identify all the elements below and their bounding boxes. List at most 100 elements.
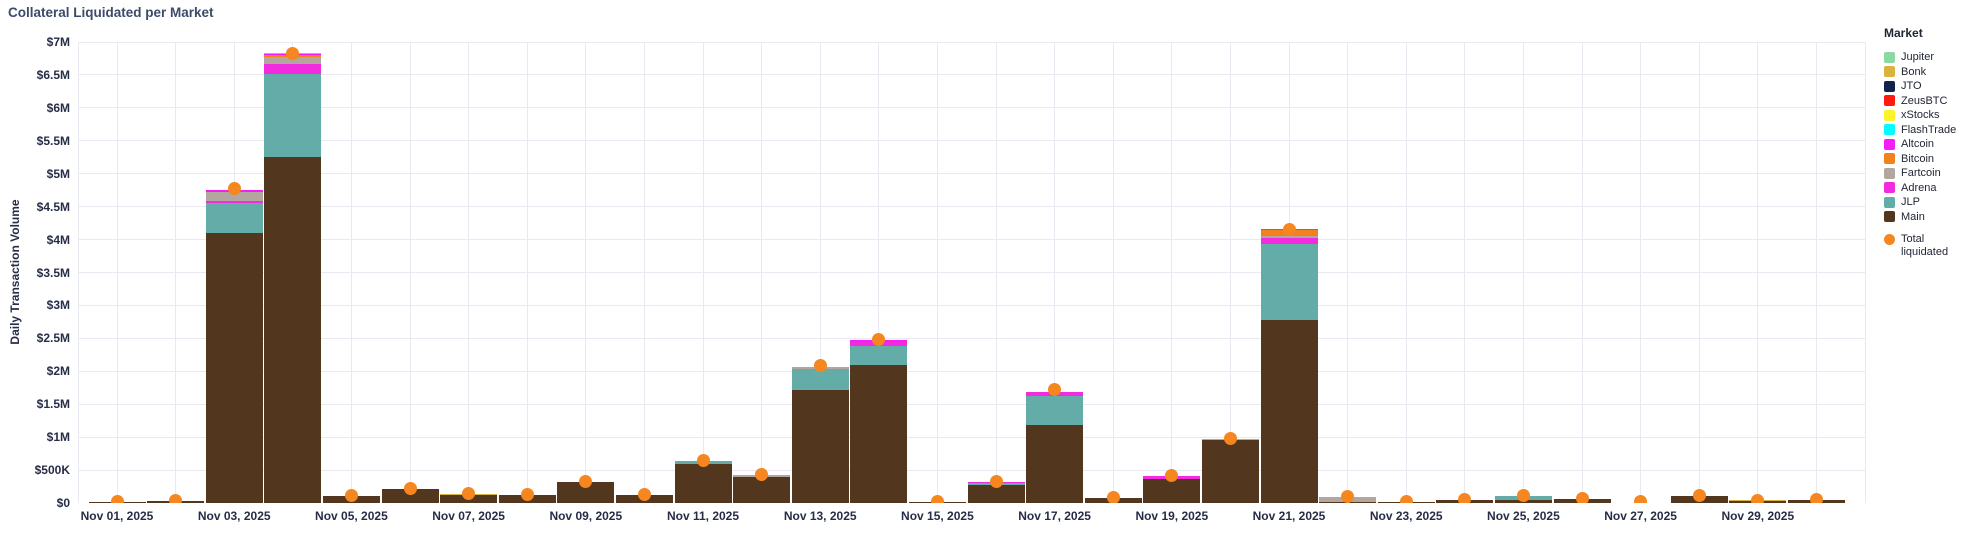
legend-item-label: JTO xyxy=(1901,80,1922,93)
bar-segment-main[interactable] xyxy=(791,390,849,503)
legend-item-zeusbtc[interactable]: ZeusBTC xyxy=(1884,94,1970,109)
bar-segment-jlp[interactable] xyxy=(1260,244,1318,320)
v-gridline xyxy=(1698,42,1700,503)
bar-segment-main[interactable] xyxy=(381,489,439,503)
y-tick-label: $7M xyxy=(46,35,70,49)
bar-segment-fartcoin[interactable] xyxy=(264,57,322,64)
total-liquidated-marker[interactable] xyxy=(1634,495,1648,503)
total-liquidated-marker[interactable] xyxy=(696,453,710,467)
v-gridline xyxy=(1522,42,1524,503)
bar-segment-main[interactable] xyxy=(733,476,791,503)
legend-item-jlp[interactable]: JLP xyxy=(1884,195,1970,210)
bar-segment-jlp[interactable] xyxy=(850,346,908,365)
v-gridline xyxy=(1229,42,1231,503)
bar-segment-main[interactable] xyxy=(1260,319,1318,503)
legend-item-bitcoin[interactable]: Bitcoin xyxy=(1884,152,1970,167)
legend-item-label: xStocks xyxy=(1901,109,1940,122)
legend-swatch-icon xyxy=(1884,95,1895,107)
total-liquidated-marker[interactable] xyxy=(169,494,183,503)
legend-item-jto[interactable]: JTO xyxy=(1884,79,1970,94)
total-liquidated-marker[interactable] xyxy=(930,495,944,503)
v-gridline xyxy=(1640,42,1642,503)
total-liquidated-marker[interactable] xyxy=(1399,495,1413,503)
total-liquidated-marker[interactable] xyxy=(1751,493,1765,503)
legend-item-jupiter[interactable]: Jupiter xyxy=(1884,50,1970,65)
y-tick-label: $1M xyxy=(46,430,70,445)
bar-segment-main[interactable] xyxy=(1026,424,1084,503)
x-tick-label: Nov 09, 2025 xyxy=(549,509,623,523)
total-liquidated-marker[interactable] xyxy=(1341,489,1355,503)
h-gridline xyxy=(78,107,1866,109)
bar-segment-main[interactable] xyxy=(205,233,263,503)
total-liquidated-marker[interactable] xyxy=(1106,490,1120,503)
total-liquidated-marker[interactable] xyxy=(1458,493,1472,503)
total-liquidated-marker[interactable] xyxy=(1223,431,1237,445)
total-liquidated-marker[interactable] xyxy=(579,474,593,488)
bar-segment-main[interactable] xyxy=(1143,478,1201,503)
y-tick-label: $5M xyxy=(46,166,70,181)
legend-item-total-liquidated[interactable]: Total liquidated xyxy=(1884,233,1970,259)
x-tick-label: Nov 19, 2025 xyxy=(1135,509,1209,523)
bar-segment-fartcoin[interactable] xyxy=(1260,235,1318,239)
total-liquidated-marker[interactable] xyxy=(1692,489,1706,503)
v-gridline xyxy=(878,42,880,503)
bar-segment-jlp[interactable] xyxy=(205,203,263,233)
y-tick-label: $6M xyxy=(46,100,70,115)
total-liquidated-marker[interactable] xyxy=(637,488,651,502)
legend-item-fartcoin[interactable]: Fartcoin xyxy=(1884,166,1970,181)
total-liquidated-marker[interactable] xyxy=(110,494,124,503)
x-tick-label: Nov 17, 2025 xyxy=(1018,509,1091,523)
v-gridline xyxy=(1171,42,1173,503)
bar-segment-jlp[interactable] xyxy=(264,73,322,158)
bar-segment-main[interactable] xyxy=(1201,440,1259,503)
bar-segment-main[interactable] xyxy=(967,484,1025,503)
v-gridline xyxy=(468,42,470,503)
legend-item-bonk[interactable]: Bonk xyxy=(1884,65,1970,80)
legend-item-label: Main xyxy=(1901,210,1925,223)
bar-segment-adrena[interactable] xyxy=(205,201,263,204)
bar-segment-fartcoin[interactable] xyxy=(205,191,263,202)
h-gridline xyxy=(78,42,1866,43)
total-liquidated-marker[interactable] xyxy=(1165,468,1179,482)
h-gridline xyxy=(78,272,1866,273)
v-gridline xyxy=(819,42,821,503)
v-gridline xyxy=(175,42,177,503)
chart-title: Collateral Liquidated per Market xyxy=(8,5,214,20)
total-liquidated-marker[interactable] xyxy=(462,487,476,501)
v-gridline xyxy=(1757,42,1759,503)
legend-item-altcoin[interactable]: Altcoin xyxy=(1884,137,1970,152)
total-liquidated-marker[interactable] xyxy=(1048,383,1062,397)
x-tick-label: Nov 11, 2025 xyxy=(666,509,740,523)
total-liquidated-marker[interactable] xyxy=(520,487,534,501)
bar-segment-jlp[interactable] xyxy=(1026,395,1084,425)
total-liquidated-marker[interactable] xyxy=(403,482,417,496)
total-liquidated-marker[interactable] xyxy=(286,46,300,60)
bar-segment-adrena[interactable] xyxy=(1260,238,1318,245)
bar-segment-main[interactable] xyxy=(674,463,732,503)
bar-segment-main[interactable] xyxy=(850,364,908,503)
legend-item-main[interactable]: Main xyxy=(1884,210,1970,225)
bar-segment-main[interactable] xyxy=(264,157,322,503)
x-tick-label: Nov 21, 2025 xyxy=(1252,509,1326,523)
y-tick-label: $0 xyxy=(56,496,70,510)
legend-swatch-icon xyxy=(1884,196,1895,208)
bar-segment-main[interactable] xyxy=(557,481,615,503)
total-liquidated-marker[interactable] xyxy=(989,474,1003,488)
legend-item-xstocks[interactable]: xStocks xyxy=(1884,108,1970,123)
total-liquidated-marker[interactable] xyxy=(813,358,827,372)
y-tick-label: $3.5M xyxy=(36,265,70,280)
total-liquidated-marker[interactable] xyxy=(227,181,241,195)
legend-swatch-icon xyxy=(1884,109,1895,121)
legend-item-flashtrade[interactable]: FlashTrade xyxy=(1884,123,1970,138)
bar-segment-jlp[interactable] xyxy=(791,368,849,391)
total-liquidated-marker[interactable] xyxy=(1809,493,1823,503)
legend-item-label: FlashTrade xyxy=(1901,123,1957,136)
bar-segment-adrena[interactable] xyxy=(264,63,322,74)
total-liquidated-marker[interactable] xyxy=(344,488,358,502)
total-liquidated-marker[interactable] xyxy=(1282,223,1296,237)
total-liquidated-marker[interactable] xyxy=(1575,491,1589,503)
legend-item-adrena[interactable]: Adrena xyxy=(1884,181,1970,196)
total-liquidated-marker[interactable] xyxy=(872,333,886,347)
total-liquidated-marker[interactable] xyxy=(1516,488,1530,502)
total-liquidated-marker[interactable] xyxy=(755,468,769,482)
